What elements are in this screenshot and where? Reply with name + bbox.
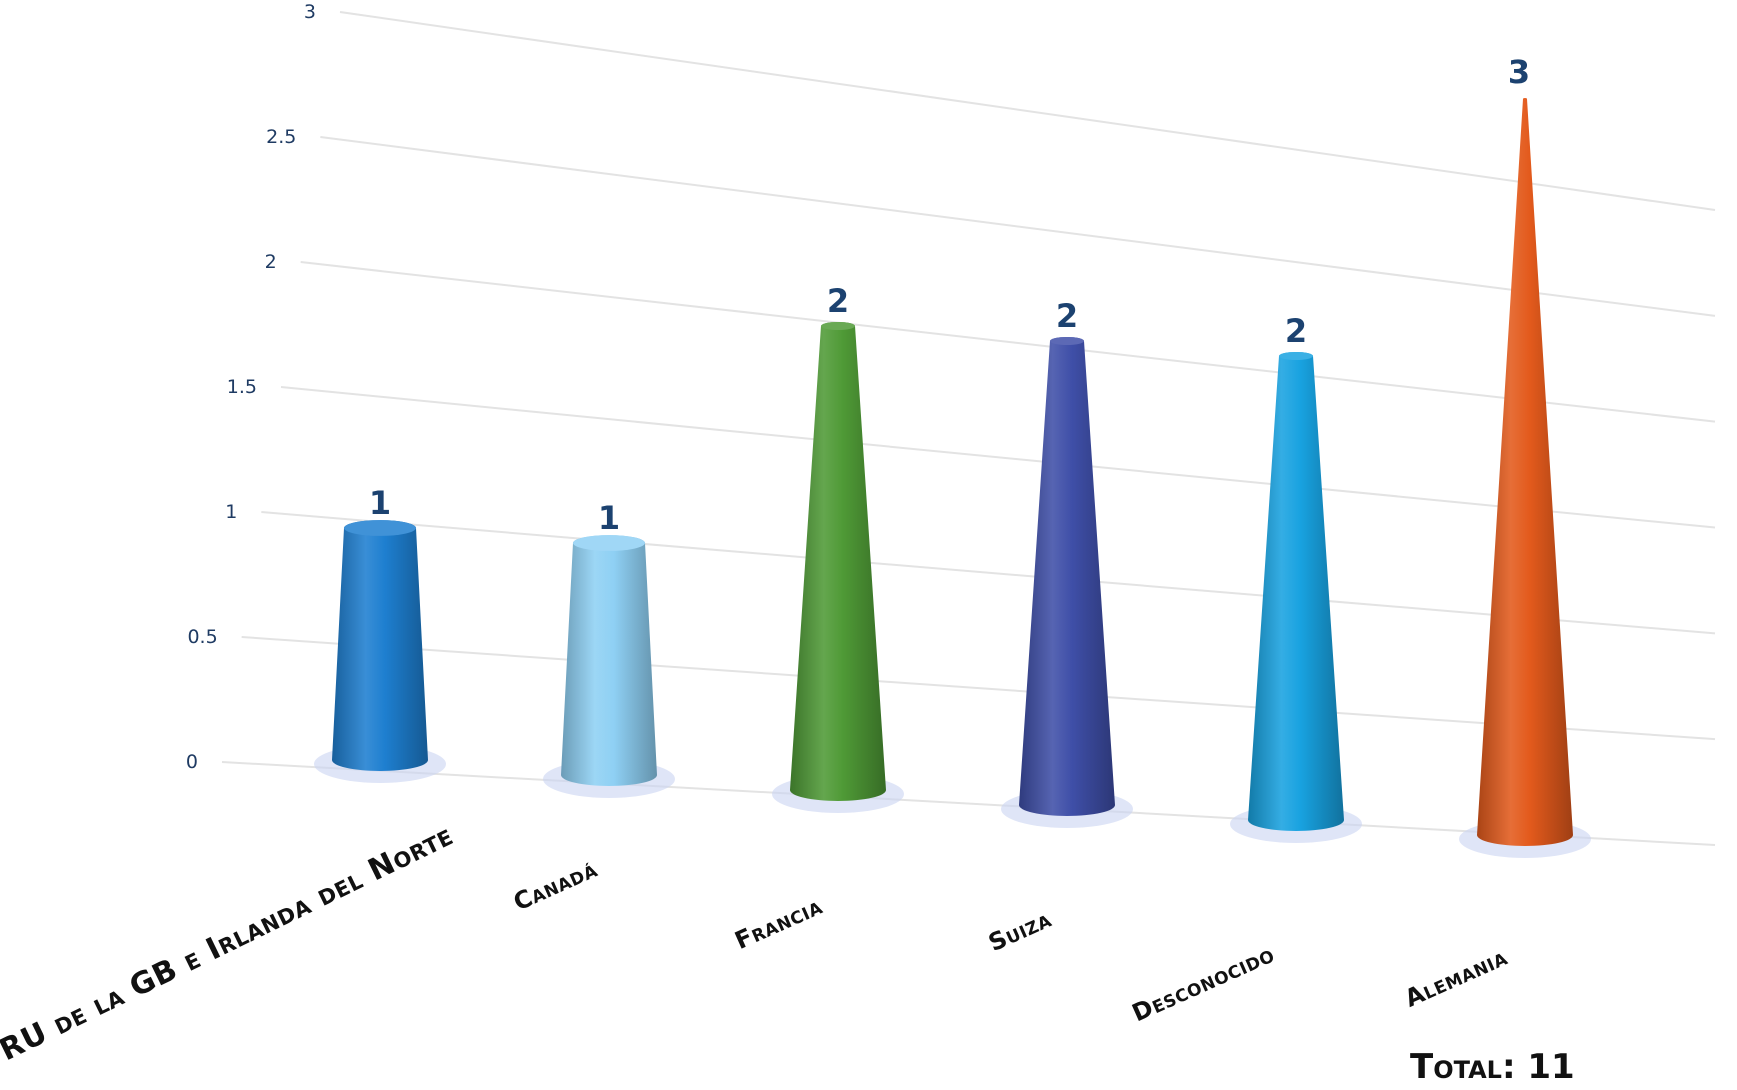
y-axis-ticks: 0 0.5 1 1.5 2 2.5 3: [186, 1, 316, 773]
data-label: 3: [1508, 53, 1530, 91]
gridline: [339, 11, 1716, 211]
y-tick-label: 0.5: [187, 626, 217, 648]
x-axis-label: RU de la GB e Irlanda del Norte: [0, 818, 459, 1068]
y-tick-label: 1.5: [227, 376, 257, 398]
x-axis-label: Alemania: [1401, 943, 1512, 1013]
cone-cap: [1050, 337, 1084, 345]
data-label: 1: [598, 499, 620, 537]
data-label: 2: [827, 282, 849, 320]
cone-bar: [561, 535, 657, 786]
y-tick-label: 3: [304, 1, 316, 23]
gridline: [300, 261, 1716, 423]
gridlines: [221, 11, 1716, 846]
cone-bar: [1019, 337, 1115, 816]
x-axis-label: Suiza: [984, 905, 1055, 957]
x-axis-label: Canadá: [509, 855, 601, 917]
gridline: [241, 636, 1716, 741]
y-tick-label: 1: [225, 501, 237, 523]
data-label: 2: [1056, 297, 1078, 335]
cone-bar: [1248, 352, 1344, 831]
y-tick-label: 2.5: [266, 126, 296, 148]
x-axis-labels: RU de la GB e Irlanda del Norte Canadá Fra…: [0, 818, 1512, 1068]
cone-cap: [573, 535, 645, 551]
cone-bar: [332, 520, 428, 771]
data-label: 1: [369, 484, 391, 522]
cone-cap: [344, 520, 416, 536]
x-axis-label: Francia: [731, 892, 827, 955]
gridline: [261, 511, 1716, 635]
cone-cap: [1279, 352, 1313, 360]
y-tick-label: 2: [265, 251, 277, 273]
data-labels: 1 1 2 2 2 3: [369, 53, 1530, 537]
data-label: 2: [1285, 312, 1307, 350]
cone-bar: [790, 322, 886, 801]
y-tick-label: 0: [186, 751, 198, 773]
gridline: [320, 136, 1716, 317]
cone-bar: [1477, 98, 1573, 846]
cone-cap: [821, 322, 855, 330]
gridline: [280, 386, 1716, 529]
x-axis-label: Desconocido: [1128, 940, 1278, 1028]
cone-series: [314, 98, 1591, 858]
total-label: Total: 11: [1410, 1047, 1575, 1087]
